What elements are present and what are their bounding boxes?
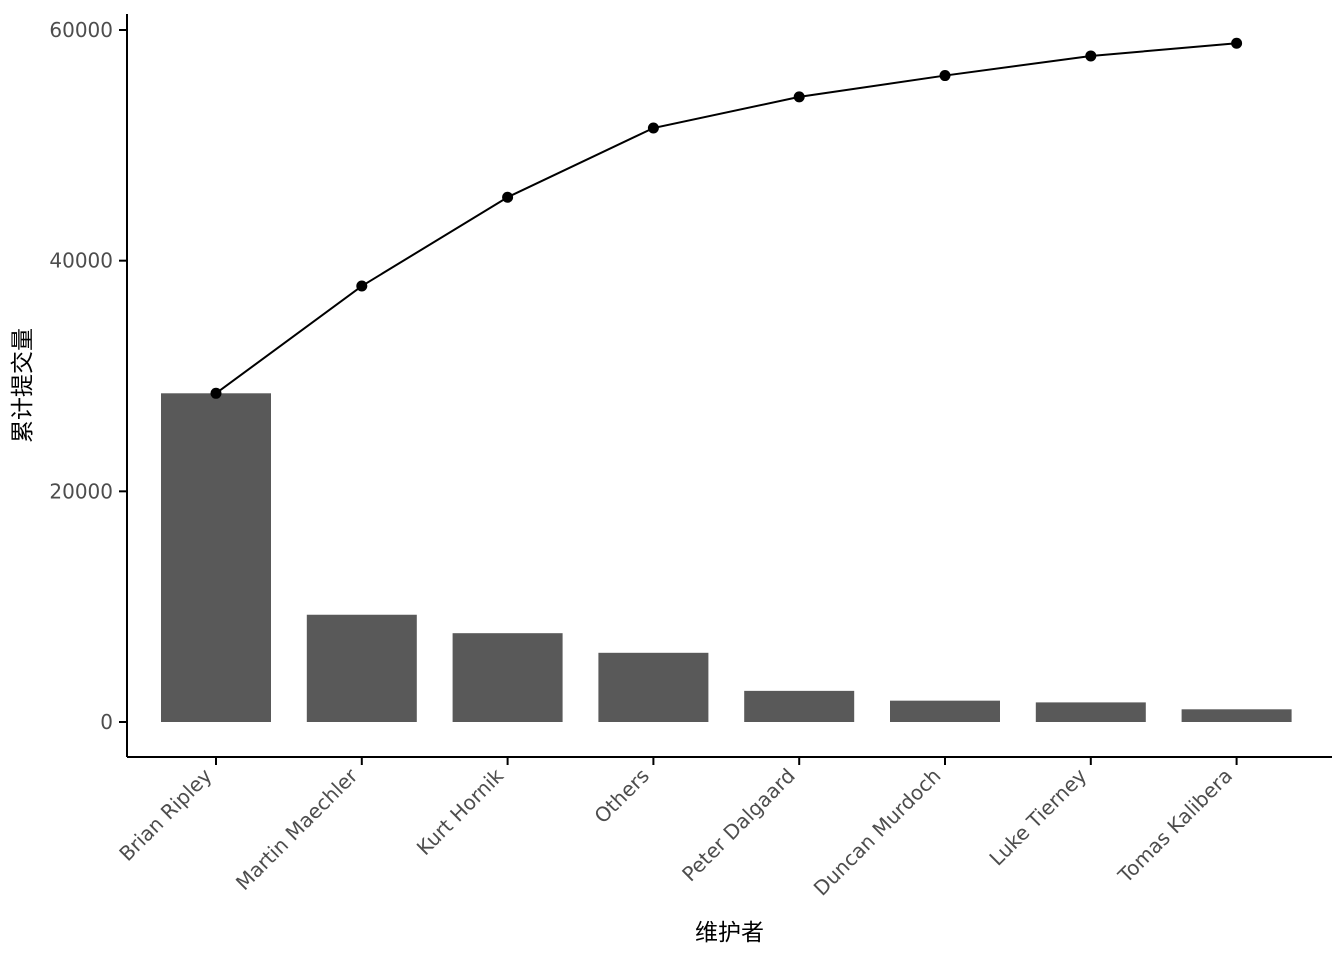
cumulative-point-4 xyxy=(793,91,805,103)
cumulative-point-1 xyxy=(356,280,368,292)
y-tick-label-0: 0 xyxy=(100,710,113,734)
x-tick-label-5: Duncan Murdoch xyxy=(809,764,946,901)
x-tick-label-6: Luke Tierney xyxy=(984,763,1091,870)
x-tick-label-0: Brian Ripley xyxy=(114,763,216,865)
bar-6 xyxy=(1035,702,1146,722)
bar-2 xyxy=(452,633,563,722)
bar-1 xyxy=(306,614,417,722)
x-tick-label-7: Tomas Kalibera xyxy=(1113,764,1238,889)
cumulative-point-5 xyxy=(939,70,951,82)
bar-3 xyxy=(598,652,709,722)
bar-5 xyxy=(890,700,1000,722)
y-tick-label-2: 40000 xyxy=(49,249,113,273)
x-tick-label-4: Peter Dalgaard xyxy=(677,764,800,887)
bar-4 xyxy=(744,690,855,722)
x-tick-label-1: Martin Maechler xyxy=(231,763,363,895)
cumulative-point-7 xyxy=(1231,37,1243,49)
y-tick-label-1: 20000 xyxy=(49,479,113,503)
cumulative-point-3 xyxy=(647,122,659,134)
cumulative-point-2 xyxy=(502,191,514,203)
cumulative-point-0 xyxy=(210,387,222,399)
x-axis-title: 维护者 xyxy=(695,920,764,946)
cumulative-line xyxy=(215,42,1237,395)
cumulative-point-6 xyxy=(1085,50,1097,62)
y-axis-title: 累计提交量 xyxy=(10,328,36,443)
x-tick-label-3: Others xyxy=(589,764,654,829)
bar-0 xyxy=(161,393,271,722)
bar-7 xyxy=(1181,709,1292,722)
x-tick-label-2: Kurt Hornik xyxy=(412,763,509,860)
y-tick-label-3: 60000 xyxy=(49,18,113,42)
